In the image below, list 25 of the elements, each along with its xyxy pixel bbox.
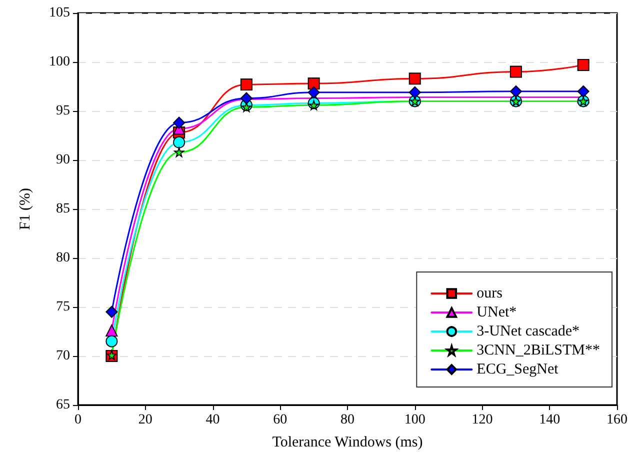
legend-label: 3CNN_2BiLSTM** <box>476 342 600 358</box>
x-tick-label: 20 <box>138 412 152 428</box>
y-tick-label: 100 <box>49 54 70 70</box>
x-tick-label: 140 <box>539 412 560 428</box>
y-tick-label: 95 <box>56 104 70 118</box>
y-axis-title: F1 (%) <box>18 188 34 230</box>
x-tick-label: 60 <box>273 412 288 428</box>
y-tick-label: 70 <box>56 348 70 364</box>
x-tick-label: 40 <box>206 412 220 428</box>
y-tick-label: 80 <box>56 250 70 266</box>
y-tick-label: 90 <box>56 152 70 168</box>
y-tick-label: 105 <box>49 6 70 20</box>
legend-label: ours <box>476 286 503 302</box>
x-tick-label: 160 <box>606 412 628 428</box>
y-tick-label: 75 <box>56 300 70 314</box>
x-tick-label: 80 <box>340 412 354 428</box>
x-axis-title: Tolerance Windows (ms) <box>272 434 423 450</box>
y-tick-label: 85 <box>56 202 70 216</box>
legend-label: 3-UNet cascade* <box>476 324 580 340</box>
y-tick-label: 65 <box>56 398 70 412</box>
x-tick-label: 100 <box>404 412 426 428</box>
legend-label: UNet* <box>476 304 517 320</box>
x-tick-label: 0 <box>74 412 82 428</box>
legend-label: ECG_SegNet <box>476 362 560 378</box>
x-tick-label: 120 <box>472 412 493 428</box>
